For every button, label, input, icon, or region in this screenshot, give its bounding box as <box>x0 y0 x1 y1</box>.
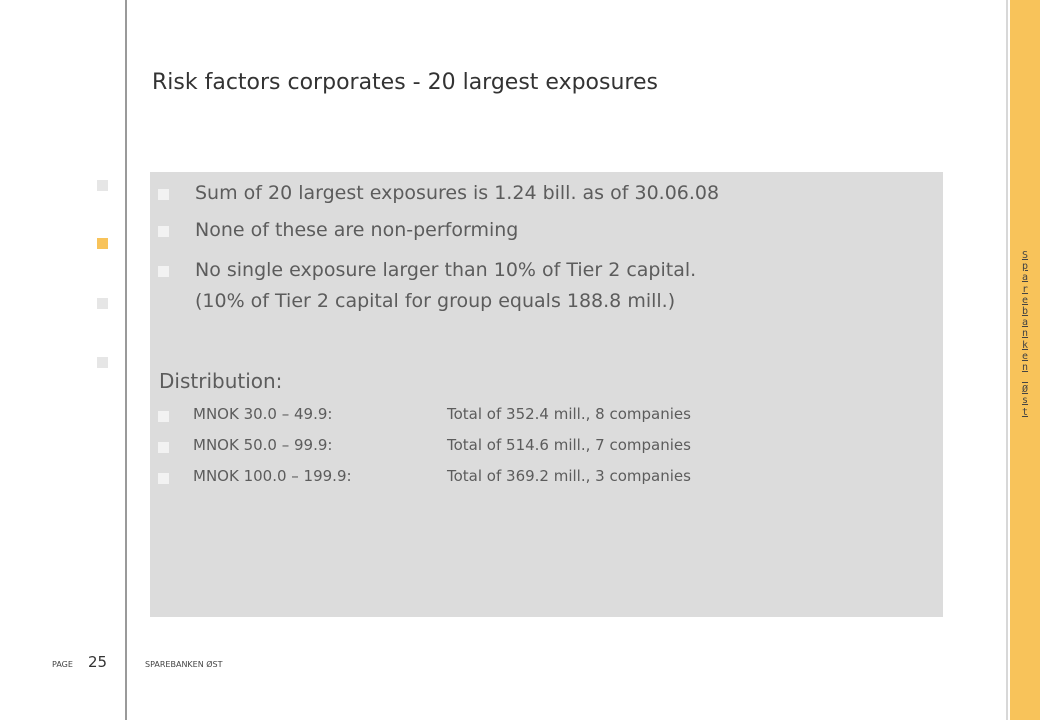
bullet-text: Sum of 20 largest exposures is 1.24 bill… <box>195 182 720 204</box>
brand-letter: s <box>1021 395 1029 407</box>
distribution-total: Total of 514.6 mill., 7 companies <box>447 436 691 454</box>
bullet-square-icon <box>158 189 169 200</box>
footer-company-name: SPAREBANKEN ØST <box>145 660 223 669</box>
brand-letter: e <box>1021 350 1029 362</box>
footer-page-number: 25 <box>88 653 108 671</box>
distribution-heading: Distribution: <box>159 369 283 393</box>
brand-letter: k <box>1021 339 1029 351</box>
distribution-range: MNOK 50.0 – 99.9: <box>193 436 333 454</box>
brand-letter <box>1022 373 1028 384</box>
content-panel: Sum of 20 largest exposures is 1.24 bill… <box>150 172 943 617</box>
brand-letter: r <box>1021 283 1029 295</box>
brand-letter: b <box>1021 305 1029 317</box>
bullet-square-icon <box>158 226 169 237</box>
brand-letter: S <box>1021 250 1029 261</box>
distribution-total: Total of 352.4 mill., 8 companies <box>447 405 691 423</box>
bullet-text-continuation: (10% of Tier 2 capital for group equals … <box>195 290 676 312</box>
bullet-square-icon <box>158 411 169 422</box>
brand-letter: a <box>1021 317 1029 329</box>
bullet-square-icon <box>158 442 169 453</box>
brand-letter: t <box>1021 406 1029 418</box>
distribution-range: MNOK 100.0 – 199.9: <box>193 467 352 485</box>
footer-page-label: PAGE <box>52 660 73 669</box>
section-marker-icon <box>97 180 108 191</box>
bullet-square-icon <box>158 473 169 484</box>
section-marker-icon <box>97 298 108 309</box>
brand-letter: n <box>1021 361 1029 373</box>
left-divider-line <box>125 0 127 720</box>
section-marker-icon <box>97 357 108 368</box>
section-marker-icon <box>97 238 108 249</box>
brand-letter: a <box>1021 272 1029 284</box>
distribution-range: MNOK 30.0 – 49.9: <box>193 405 333 423</box>
brand-letter: e <box>1021 294 1029 306</box>
bullet-text: No single exposure larger than 10% of Ti… <box>195 259 697 281</box>
page-title: Risk factors corporates - 20 largest exp… <box>152 70 658 95</box>
brand-letter: p <box>1021 261 1029 273</box>
brand-letter: Ø <box>1021 384 1029 396</box>
distribution-total: Total of 369.2 mill., 3 companies <box>447 467 691 485</box>
bullet-text: None of these are non-performing <box>195 219 519 241</box>
brand-letter: n <box>1021 328 1029 340</box>
right-divider-line <box>1006 0 1008 720</box>
bullet-square-icon <box>158 266 169 277</box>
